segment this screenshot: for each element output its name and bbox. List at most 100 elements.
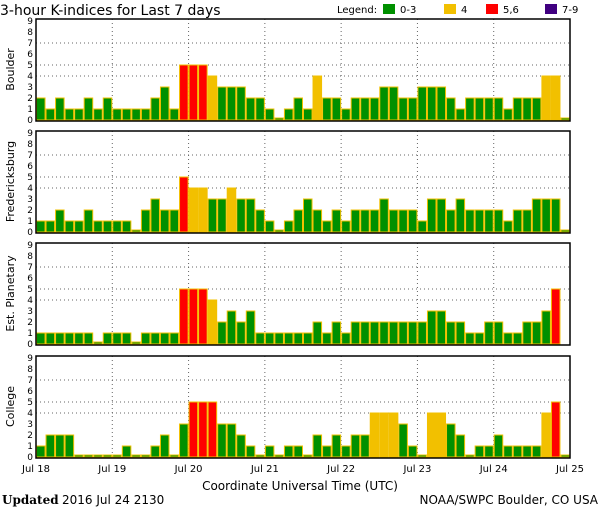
k-index-bar xyxy=(369,321,380,345)
k-index-bar xyxy=(131,454,141,458)
k-index-bar xyxy=(360,97,370,121)
k-index-bar xyxy=(245,198,256,233)
k-index-bar xyxy=(503,332,513,345)
k-index-bar xyxy=(512,332,523,345)
k-index-bar xyxy=(541,310,551,345)
k-index-bar xyxy=(369,97,380,121)
k-index-bar xyxy=(45,332,56,345)
k-index-bar xyxy=(283,220,294,233)
k-index-bar xyxy=(341,108,351,121)
y-tick-label: 2 xyxy=(27,94,33,104)
k-index-bar xyxy=(455,434,466,458)
k-index-bar xyxy=(303,198,313,233)
credit: NOAA/SWPC Boulder, CO USA xyxy=(420,493,599,507)
k-index-bar xyxy=(207,401,218,458)
k-index-bar xyxy=(503,108,513,121)
k-index-bar xyxy=(112,454,122,458)
k-index-bar xyxy=(55,434,65,458)
k-index-bar xyxy=(159,86,170,121)
k-index-bar xyxy=(236,321,246,345)
k-index-bar xyxy=(217,321,227,345)
k-index-bar xyxy=(474,97,485,121)
y-tick-label: 2 xyxy=(27,318,33,328)
y-tick-label: 9 xyxy=(27,241,33,251)
y-tick-label: 4 xyxy=(27,72,33,82)
k-index-bar xyxy=(188,401,199,458)
k-index-bar xyxy=(74,220,84,233)
k-index-bar xyxy=(274,229,284,233)
k-index-bar xyxy=(379,321,389,345)
k-index-bar xyxy=(198,187,208,233)
k-index-bar xyxy=(188,288,199,345)
k-index-bar xyxy=(369,412,380,458)
k-index-bar xyxy=(36,332,46,345)
y-tick-label: 6 xyxy=(27,162,33,172)
k-index-bar xyxy=(245,97,256,121)
k-index-bar xyxy=(493,97,504,121)
k-index-bar xyxy=(140,332,151,345)
k-index-bar xyxy=(293,332,304,345)
k-index-bar xyxy=(121,332,132,345)
k-index-bar xyxy=(322,97,332,121)
k-index-bar xyxy=(102,97,113,121)
k-index-bar xyxy=(102,454,113,458)
x-tick-label: Jul 19 xyxy=(97,464,126,475)
k-index-bar xyxy=(236,434,246,458)
k-index-bar xyxy=(465,332,475,345)
k-index-bar xyxy=(312,75,323,121)
k-index-bar xyxy=(45,220,56,233)
k-index-bar xyxy=(312,209,323,233)
k-index-bar xyxy=(159,209,170,233)
k-index-bar xyxy=(455,108,466,121)
k-index-bar xyxy=(121,108,132,121)
x-tick-label: Jul 20 xyxy=(174,464,203,475)
k-index-bar xyxy=(264,445,275,458)
y-tick-label: 7 xyxy=(27,376,33,386)
x-tick-label: Jul 25 xyxy=(555,464,584,475)
k-index-bar xyxy=(169,209,180,233)
station-label: Est. Planetary xyxy=(4,255,17,332)
k-index-bar xyxy=(417,220,427,233)
y-tick-label: 6 xyxy=(27,274,33,284)
y-tick-label: 1 xyxy=(27,105,33,115)
k-index-bar xyxy=(283,445,294,458)
x-tick-label: Jul 23 xyxy=(402,464,431,475)
k-index-bar xyxy=(493,209,504,233)
k-index-bar xyxy=(169,108,180,121)
k-index-bar xyxy=(560,454,571,458)
k-index-bar xyxy=(560,117,571,121)
y-tick-label: 9 xyxy=(27,129,33,139)
panel-frame xyxy=(35,242,571,346)
k-index-bar xyxy=(217,423,227,458)
k-index-bar xyxy=(522,445,532,458)
k-index-bar xyxy=(255,454,265,458)
k-index-bar xyxy=(398,423,408,458)
k-index-bar xyxy=(398,97,408,121)
x-tick-label: Jul 18 xyxy=(21,464,50,475)
k-index-bar xyxy=(426,86,437,121)
k-index-bar xyxy=(503,220,513,233)
legend-entry-label: 5,6 xyxy=(503,5,519,16)
k-index-bar xyxy=(102,220,113,233)
k-index-bar xyxy=(93,454,103,458)
k-index-bar xyxy=(455,321,466,345)
k-index-bar xyxy=(169,454,180,458)
k-index-bar xyxy=(417,454,427,458)
x-tick-label: Jul 21 xyxy=(250,464,279,475)
k-index-bar xyxy=(503,445,513,458)
k-index-bar xyxy=(283,332,294,345)
y-tick-label: 5 xyxy=(27,173,33,183)
k-index-bar xyxy=(550,288,561,345)
k-index-bar xyxy=(398,321,408,345)
k-index-bar xyxy=(541,198,551,233)
y-tick-label: 6 xyxy=(27,387,33,397)
k-index-bar xyxy=(64,434,75,458)
k-index-bar xyxy=(388,209,399,233)
k-index-bar xyxy=(255,97,265,121)
x-tick-label: Jul 22 xyxy=(326,464,355,475)
k-index-bar xyxy=(303,454,313,458)
legend-entry-label: 0-3 xyxy=(400,5,416,16)
y-tick-label: 5 xyxy=(27,61,33,71)
k-index-bar xyxy=(293,97,304,121)
y-tick-label: 5 xyxy=(27,285,33,295)
